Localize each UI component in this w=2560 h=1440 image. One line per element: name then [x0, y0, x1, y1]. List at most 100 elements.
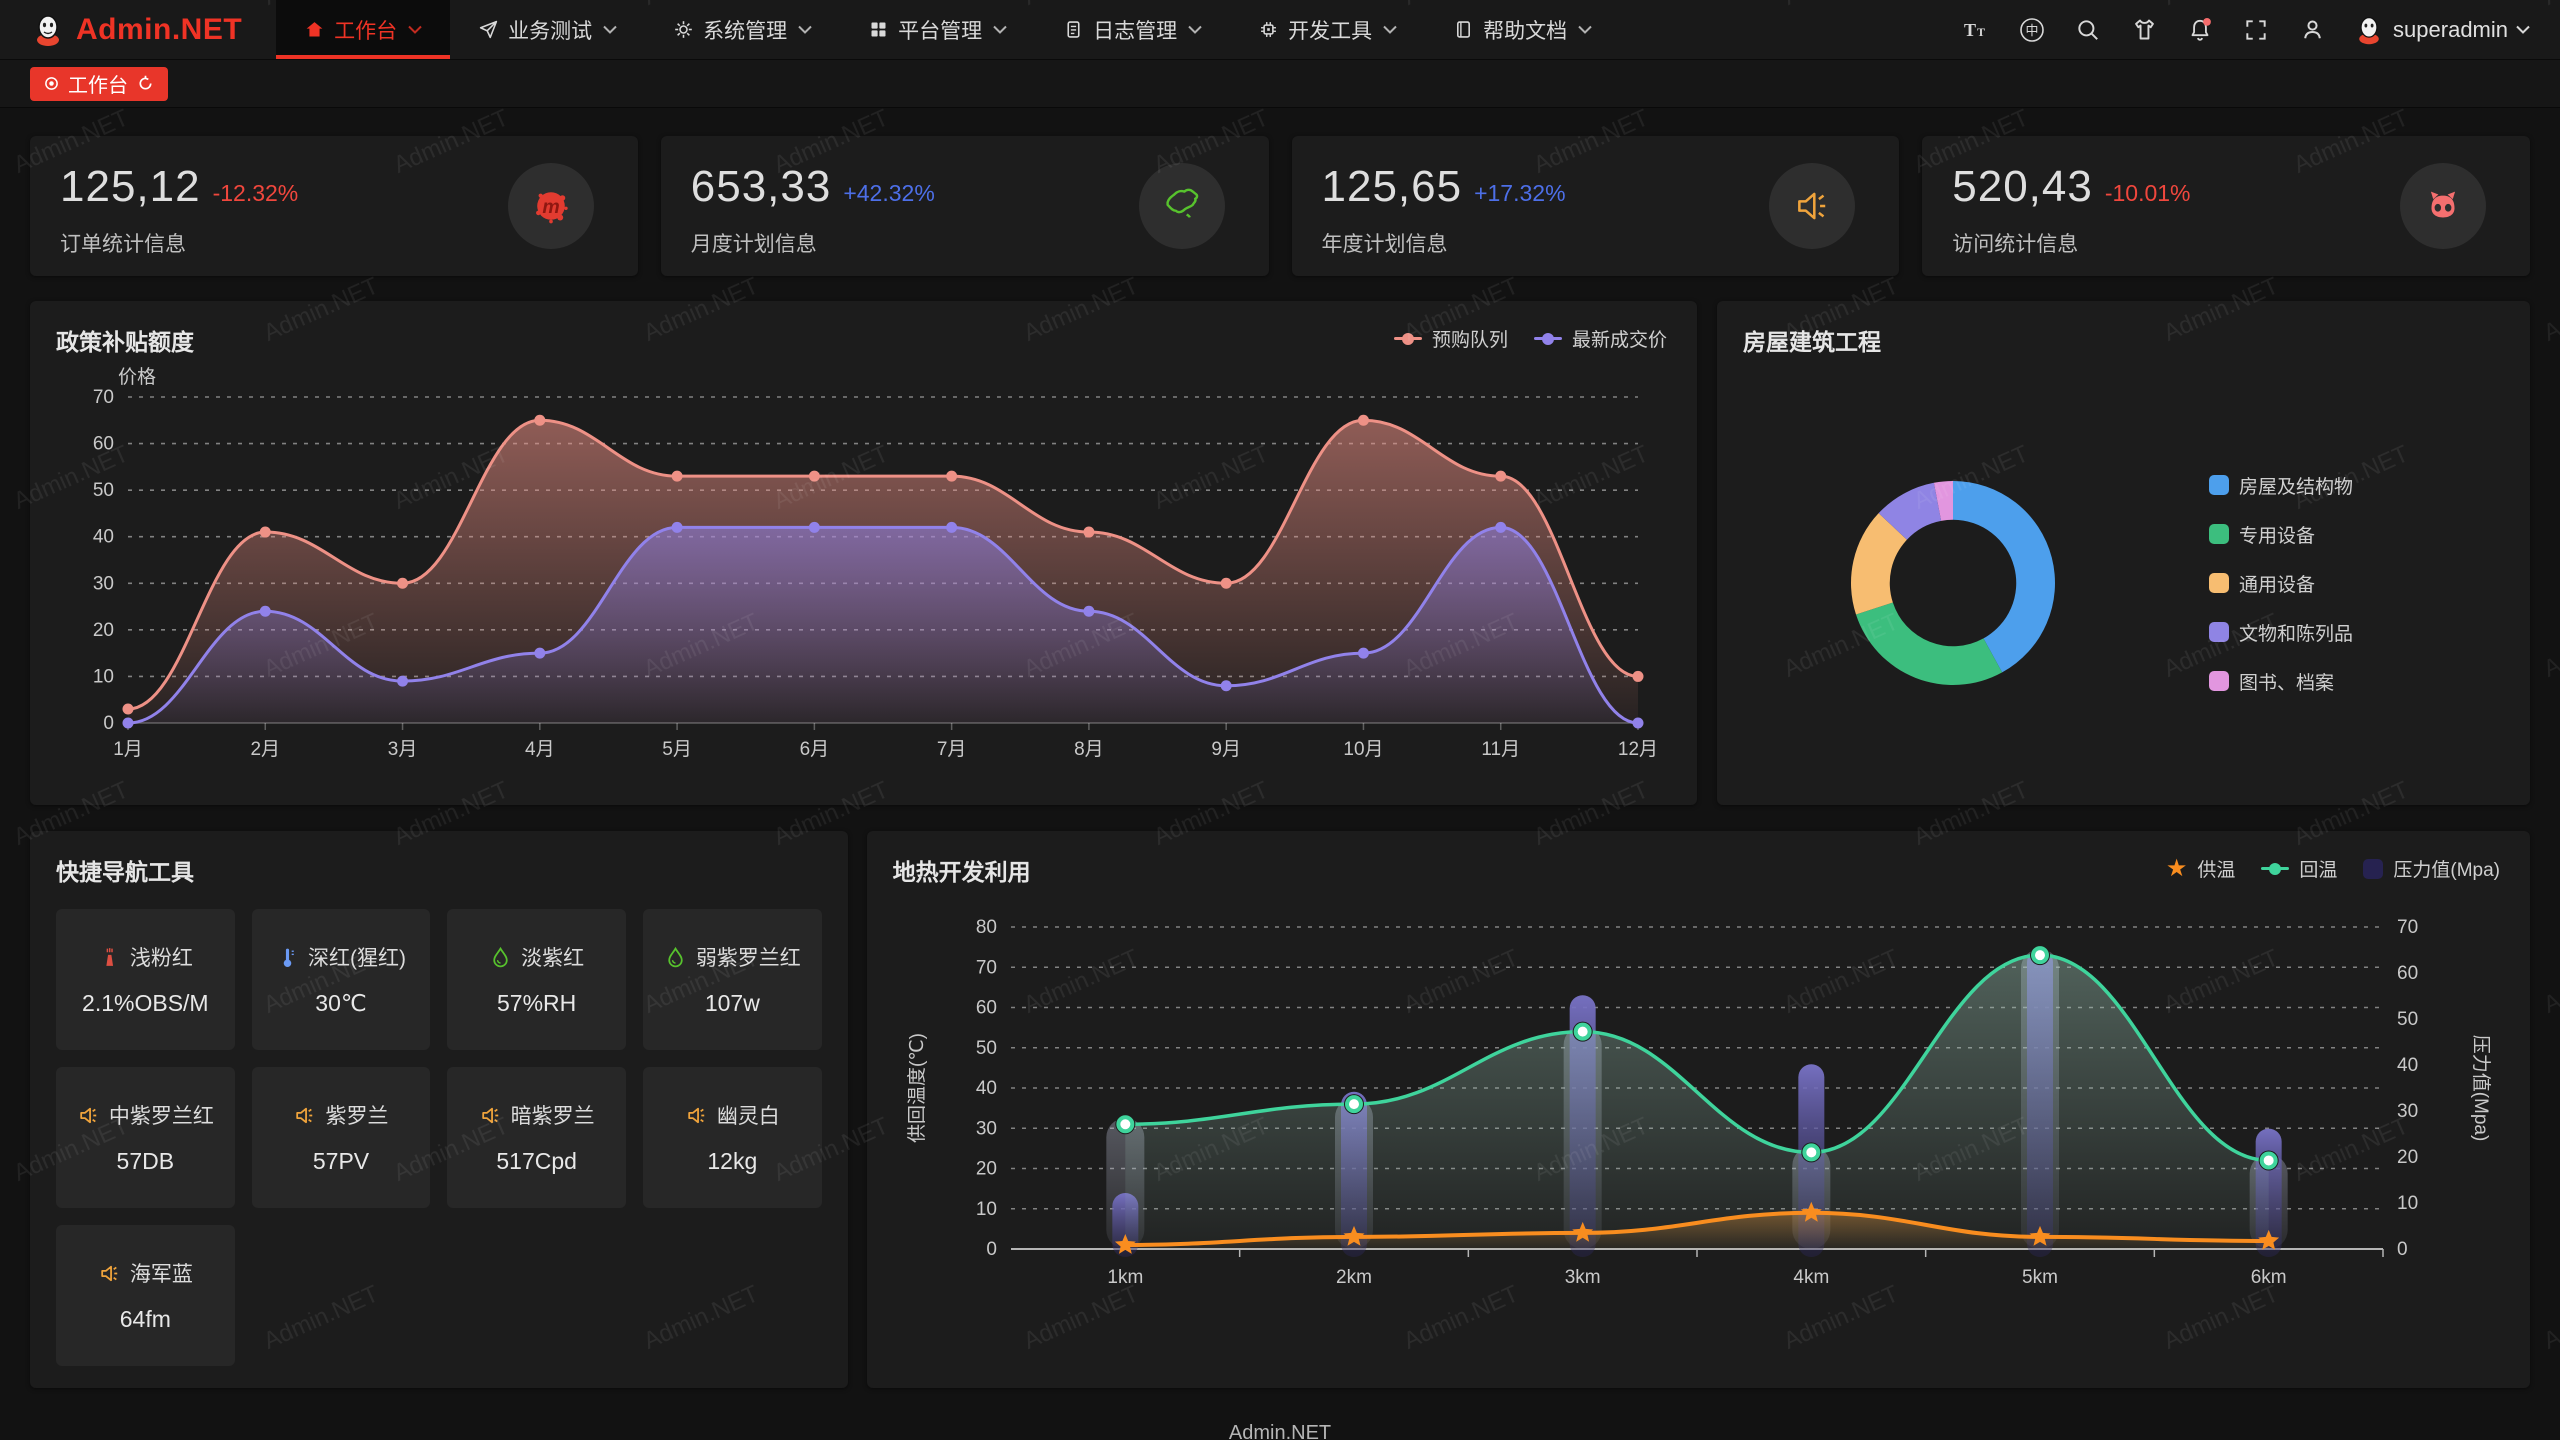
octocat-icon	[2430, 191, 2456, 218]
quick-nav-grid: 浅粉红 2.1%OBS/M 深红(猩红) 30℃ 淡紫红 57%RH 弱紫罗兰红 107w 中紫…	[56, 909, 822, 1366]
menu-item-system-mgmt[interactable]: 系统管理	[645, 0, 840, 59]
panel-policy-subsidy: 政策补贴额度 预购队列 最新成交价 0 10 20 30 40 50 60 70 价格 1月 2月 3…	[30, 301, 1697, 805]
svg-text:30: 30	[976, 1118, 997, 1139]
legend-item-preorder-queue[interactable]: 预购队列	[1393, 325, 1508, 352]
stat-card-visits[interactable]: 520,43 -10.01% 访问统计信息	[1922, 136, 2530, 276]
language-globe-icon[interactable]: 中	[2017, 15, 2047, 45]
speaker-icon	[1798, 192, 1826, 220]
stat-label: 访问统计信息	[1952, 233, 2079, 256]
quick-item-label: 幽灵白	[716, 1105, 780, 1128]
book-icon	[1457, 21, 1471, 38]
quick-item-label: 海军蓝	[129, 1263, 193, 1286]
menu-item-log-mgmt[interactable]: 日志管理	[1035, 0, 1230, 59]
svg-text:0: 0	[986, 1239, 997, 1260]
legend-item-supply-temp[interactable]: ★ 供温	[2165, 854, 2236, 882]
legend-item-return-temp[interactable]: 回温	[2261, 855, 2337, 882]
donut-legend: 房屋及结构物 专用设备 通用设备 文物和陈列品	[2209, 472, 2353, 695]
legend-item-pressure[interactable]: 压力值(Mpa)	[2363, 855, 2500, 882]
svg-text:m: m	[542, 196, 559, 218]
app-logo[interactable]: Admin.NET	[0, 0, 276, 59]
svg-text:1km: 1km	[1107, 1267, 1143, 1288]
user-menu[interactable]: superadmin	[2353, 14, 2530, 46]
svg-text:10: 10	[93, 666, 114, 687]
stats-row: 125,12 -12.32% 订单统计信息 m 653,33 +42.32% 月…	[30, 136, 2530, 276]
quick-item-value: 2.1%OBS/M	[82, 990, 209, 1016]
legend-item-books-archives[interactable]: 图书、档案	[2209, 668, 2353, 695]
menu-item-business-test[interactable]: 业务测试	[450, 0, 645, 59]
main-menu: 工作台 业务测试 系统管理	[276, 0, 1620, 59]
legend-item-latest-price[interactable]: 最新成交价	[1533, 325, 1667, 352]
quick-nav-item[interactable]: 紫罗兰 57PV	[251, 1067, 431, 1208]
donut-slice[interactable]	[1855, 602, 2003, 685]
legend-item-special-equipment[interactable]: 专用设备	[2209, 521, 2353, 548]
notification-bell-icon[interactable]	[2185, 15, 2215, 45]
svg-text:20: 20	[93, 620, 114, 641]
panel-building-project: 房屋建筑工程 房屋及结构物 专用设备 通用设备	[1717, 301, 2530, 805]
tab-workbench[interactable]: 工作台	[30, 66, 168, 101]
legend-item-general-equipment[interactable]: 通用设备	[2209, 570, 2353, 597]
donut-slice[interactable]	[1933, 481, 1953, 521]
stat-delta: -10.01%	[2104, 180, 2191, 206]
drop-icon	[668, 946, 683, 967]
menu-item-platform-mgmt[interactable]: 平台管理	[840, 0, 1035, 59]
donut-slice[interactable]	[1878, 482, 1942, 540]
grid-icon	[871, 22, 886, 37]
donut-slice[interactable]	[1851, 513, 1907, 615]
svg-text:20: 20	[976, 1159, 997, 1180]
panel-geothermal: 地热开发利用 ★ 供温 回温 压力值(Mpa) 0 10 20 30 40 50 60 70 8…	[866, 831, 2530, 1388]
quick-nav-item[interactable]: 中紫罗兰红 57DB	[56, 1067, 235, 1208]
panel-title: 地热开发利用	[892, 859, 1031, 885]
menu-item-dev-tools[interactable]: 开发工具	[1230, 0, 1425, 59]
user-profile-icon[interactable]	[2297, 15, 2327, 45]
quick-nav-item[interactable]: 浅粉红 2.1%OBS/M	[56, 909, 235, 1050]
legend-item-cultural-relics[interactable]: 文物和陈列品	[2209, 619, 2353, 646]
donut-slice[interactable]	[1953, 481, 2055, 673]
svg-text:T: T	[1964, 20, 1976, 40]
legend-marker	[2261, 867, 2290, 870]
quick-nav-item[interactable]: 暗紫罗兰 517Cpd	[447, 1067, 626, 1208]
quick-nav-item[interactable]: 深红(猩红) 30℃	[251, 909, 431, 1050]
stat-card-monthly-plan[interactable]: 653,33 +42.32% 月度计划信息	[660, 136, 1269, 276]
speaker-icon	[80, 1107, 97, 1123]
legend-marker	[1533, 337, 1562, 340]
legend-marker	[1393, 337, 1422, 340]
menu-item-help-docs[interactable]: 帮助文档	[1425, 0, 1620, 59]
quick-nav-item[interactable]: 淡紫红 57%RH	[447, 909, 626, 1050]
panel-title: 快捷导航工具	[56, 859, 194, 885]
fullscreen-icon[interactable]	[2241, 15, 2271, 45]
stat-delta: -12.32%	[212, 180, 299, 206]
panel-title: 房屋建筑工程	[1743, 329, 1881, 355]
speaker-icon	[296, 1107, 313, 1123]
stat-value: 125,65	[1321, 162, 1463, 211]
menu-item-workbench[interactable]: 工作台	[276, 0, 451, 59]
legend-item-houses[interactable]: 房屋及结构物	[2209, 472, 2353, 499]
notification-badge-dot	[2203, 17, 2211, 26]
quick-item-label: 紫罗兰	[325, 1105, 389, 1128]
refresh-icon[interactable]	[137, 75, 154, 92]
legend-swatch	[2209, 573, 2229, 593]
theme-shirt-icon[interactable]	[2129, 15, 2159, 45]
tabs-bar: 工作台	[0, 60, 2560, 108]
geothermal-mixed-chart[interactable]: 0 10 20 30 40 50 60 70 80 0 10 20 30 40 50 60 70 供回温度(℃) 压…	[893, 891, 2501, 1311]
svg-text:11月: 11月	[1481, 739, 1520, 760]
svg-text:10: 10	[2397, 1193, 2418, 1214]
quick-nav-item[interactable]: 幽灵白 12kg	[642, 1067, 822, 1208]
page-footer: Admin.NET Copyright © 2022 Dilon All rig…	[30, 1422, 2530, 1440]
gear-icon	[675, 21, 692, 38]
svg-text:价格: 价格	[118, 366, 156, 388]
search-icon[interactable]	[2073, 15, 2103, 45]
svg-text:0: 0	[103, 713, 114, 734]
building-project-donut-chart[interactable]	[1743, 383, 2173, 783]
quick-nav-item[interactable]: 海军蓝 64fm	[56, 1225, 235, 1366]
legend-swatch	[2209, 671, 2229, 691]
home-icon	[306, 22, 323, 37]
quick-item-value: 64fm	[119, 1306, 171, 1332]
quick-nav-item[interactable]: 弱紫罗兰红 107w	[642, 909, 822, 1050]
meetup-icon: m	[535, 192, 568, 224]
stat-card-orders[interactable]: 125,12 -12.32% 订单统计信息 m	[30, 136, 638, 276]
stat-card-annual-plan[interactable]: 125,65 +17.32% 年度计划信息	[1291, 136, 1900, 276]
chevron-down-icon	[798, 25, 812, 34]
quick-item-label: 淡紫红	[521, 947, 585, 970]
